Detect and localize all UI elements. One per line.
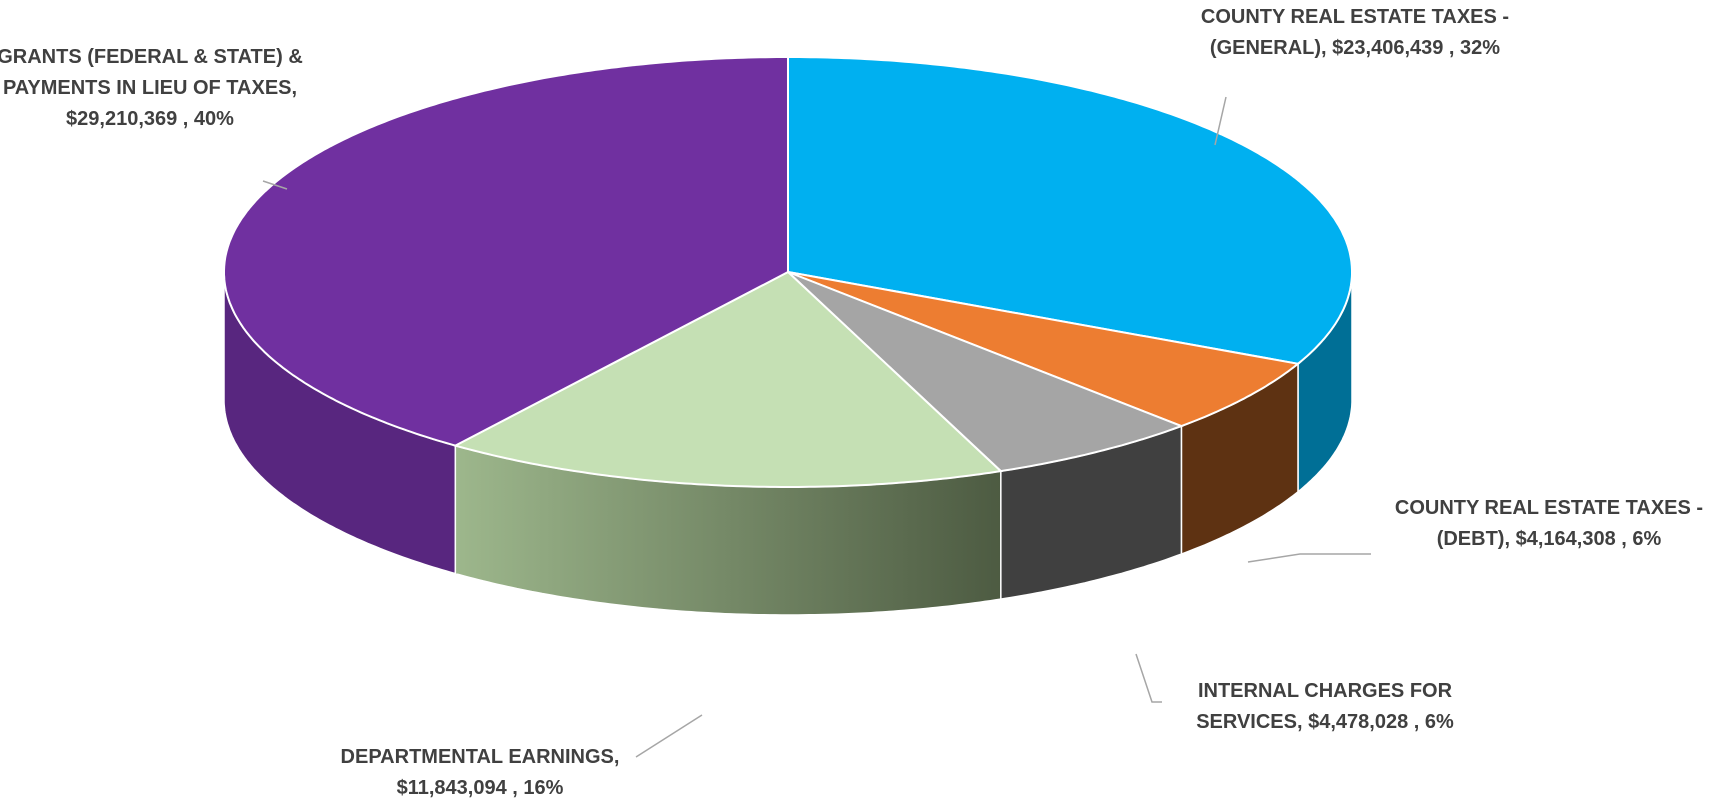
label-value: $23,406,439 , 32%: [1332, 37, 1501, 59]
data-label: COUNTY REAL ESTATE TAXES - (DEBT), $4,16…: [1382, 493, 1716, 555]
slice: [787, 271, 1185, 473]
pie-sides: [223, 272, 1353, 616]
data-label: DEPARTMENTAL EARNINGS, $11,843,094 , 16%: [290, 742, 670, 804]
data-label: GRANTS (FEDERAL & STATE) & PAYMENTS IN L…: [0, 42, 305, 135]
data-label: COUNTY REAL ESTATE TAXES - (GENERAL), $2…: [1195, 2, 1515, 64]
label-value: $29,210,369 , 40%: [66, 108, 234, 130]
leader-line: [262, 180, 288, 190]
label-category: INTERNAL CHARGES FOR SERVICES,: [1196, 680, 1453, 733]
slice: [787, 271, 1301, 428]
label-value: $11,843,094 , 16%: [396, 777, 564, 799]
leader-line: [635, 714, 703, 758]
label-category: COUNTY REAL ESTATE TAXES - (GENERAL),: [1200, 6, 1510, 59]
leader-line: [1135, 653, 1162, 703]
slice: [787, 56, 1353, 365]
data-label: INTERNAL CHARGES FOR SERVICES, $4,478,02…: [1150, 676, 1500, 738]
label-value: $4,478,028 , 6%: [1308, 711, 1454, 733]
label-value: $4,164,308 , 6%: [1515, 528, 1662, 550]
pie-tops: [223, 56, 1353, 488]
label-category: COUNTY REAL ESTATE TAXES - (DEBT),: [1394, 497, 1704, 550]
slice: [223, 56, 789, 447]
leader-line: [1214, 96, 1227, 146]
leader-line: [1247, 553, 1371, 563]
slice: [452, 270, 1003, 488]
label-category: GRANTS (FEDERAL & STATE) & PAYMENTS IN L…: [0, 46, 303, 99]
label-category: DEPARTMENTAL EARNINGS,: [340, 746, 620, 768]
